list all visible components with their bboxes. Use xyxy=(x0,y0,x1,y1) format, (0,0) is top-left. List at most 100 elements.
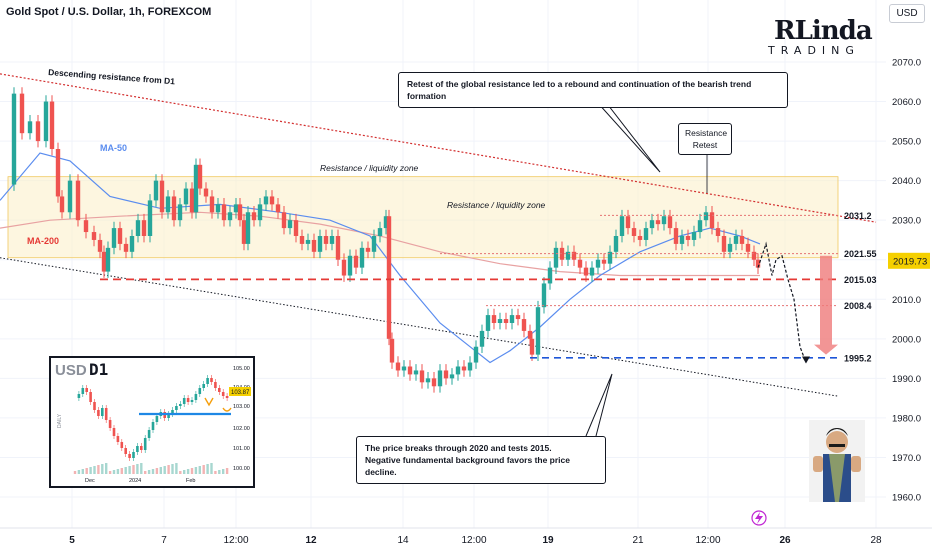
inset-candle-body xyxy=(179,404,182,406)
ma-50-line xyxy=(0,152,761,364)
candle-body xyxy=(377,228,383,236)
candle-body xyxy=(19,93,25,134)
inset-volume-bar xyxy=(163,466,166,474)
inset-volume-bar xyxy=(225,468,229,474)
usd-d1-inset-chart: USDD1DAILY105.00104.00103.00102.00101.00… xyxy=(49,356,255,488)
inset-volume-bar xyxy=(214,471,217,474)
inset-volume-bar xyxy=(159,467,162,474)
candle-body xyxy=(461,366,467,371)
descending-resistance-line xyxy=(0,73,877,223)
candle-body xyxy=(341,259,347,276)
candle-body xyxy=(237,204,243,221)
zone-label-1: Resistance / liquidity zone xyxy=(320,163,419,173)
inset-x-tick: 2024 xyxy=(129,478,141,484)
level-label: 2008.4 xyxy=(844,301,872,311)
candle-body xyxy=(11,93,17,185)
candle-body xyxy=(35,121,41,142)
price-levels: 2031.2 2021.55 2015.03 2008.4 1995.2 xyxy=(100,211,877,363)
candle-body xyxy=(323,236,329,244)
candle-body xyxy=(601,259,607,264)
candle-body xyxy=(437,370,443,387)
inset-candle-body xyxy=(206,378,209,384)
candle-body xyxy=(541,283,547,308)
candle-body xyxy=(101,251,107,272)
inset-volume-bar xyxy=(175,463,178,474)
candle-body xyxy=(305,239,311,244)
zone-label-2: Resistance / liquidity zone xyxy=(447,200,546,210)
current-price-label: 2019.73 xyxy=(893,256,927,267)
inset-candle-body xyxy=(221,392,225,396)
inset-candle-body xyxy=(85,388,88,392)
price-tick-label: 2040.0 xyxy=(892,176,921,187)
candle-body xyxy=(275,204,281,213)
lightning-icon-ring xyxy=(751,510,767,526)
logo-sub: TRADING xyxy=(768,44,860,57)
inset-candle-body xyxy=(186,398,190,402)
inset-candle-body xyxy=(120,442,124,448)
candle-body xyxy=(386,216,392,339)
candle-body xyxy=(293,220,299,236)
candle-body xyxy=(209,196,215,213)
candle-body xyxy=(221,204,227,221)
candle-body xyxy=(673,228,679,244)
candle-body xyxy=(177,204,183,221)
time-tick-label: 12:00 xyxy=(461,535,486,546)
candle-body xyxy=(631,228,637,236)
candle-body xyxy=(745,243,751,252)
candle-body xyxy=(171,196,177,221)
logo-main: RLinda xyxy=(774,16,873,46)
candle-body xyxy=(491,315,497,323)
inset-candle-body xyxy=(128,454,131,458)
candle-body xyxy=(661,216,667,225)
candle-body xyxy=(685,236,691,240)
candle-body xyxy=(27,121,33,134)
candle-body xyxy=(643,228,649,240)
inset-volume-bar xyxy=(171,464,174,474)
time-tick-label: 5 xyxy=(69,535,75,546)
price-tick-label: 2070.0 xyxy=(892,58,921,69)
candle-body xyxy=(257,204,263,221)
callout-retest-line1: Resistance xyxy=(685,128,728,138)
price-tick-label: 2060.0 xyxy=(892,97,921,108)
inset-volume-bar xyxy=(128,466,131,474)
inset-candle-body xyxy=(93,402,96,410)
price-tick-label: 1990.0 xyxy=(892,374,921,385)
candle-body xyxy=(709,212,715,229)
inset-candle-body xyxy=(89,392,92,402)
inset-candle-body xyxy=(124,448,127,454)
level-label: 2015.03 xyxy=(844,275,877,285)
candle-body xyxy=(721,236,727,252)
candle-body xyxy=(497,319,503,323)
candle-body xyxy=(553,247,559,268)
inset-candle-body xyxy=(167,414,170,418)
candle-body xyxy=(117,228,123,244)
chart-title: Gold Spot / U.S. Dollar, 1h, FOREXCOM xyxy=(6,6,212,18)
character-avatar xyxy=(809,420,865,502)
candle-body xyxy=(67,180,73,213)
candle-body xyxy=(527,330,533,339)
target-arrow xyxy=(814,255,838,355)
currency-selector[interactable]: USD xyxy=(889,4,925,23)
inset-candle-body xyxy=(77,394,81,398)
candle-body xyxy=(193,164,199,213)
candle-body xyxy=(59,196,65,213)
inset-timeframe: D1 xyxy=(89,360,108,379)
candle-body xyxy=(299,236,305,244)
candle-body xyxy=(383,216,389,229)
time-tick-label: 7 xyxy=(161,535,167,546)
support-trend-line xyxy=(0,257,839,397)
inset-candle-body xyxy=(136,446,139,452)
candle-body xyxy=(485,315,491,331)
candle-body xyxy=(83,220,89,233)
inset-price-label: 103.87 xyxy=(231,390,250,396)
candle-body xyxy=(425,378,431,383)
candle-body xyxy=(263,196,269,205)
candle-body xyxy=(547,267,553,284)
price-tick-label: 1980.0 xyxy=(892,413,921,424)
candle-body xyxy=(359,247,365,268)
callout-top: Retest of the global resistance led to a… xyxy=(398,72,788,108)
inset-arrow-mark xyxy=(204,397,214,407)
candle-body xyxy=(535,307,541,355)
inset-candle-body xyxy=(81,388,85,394)
